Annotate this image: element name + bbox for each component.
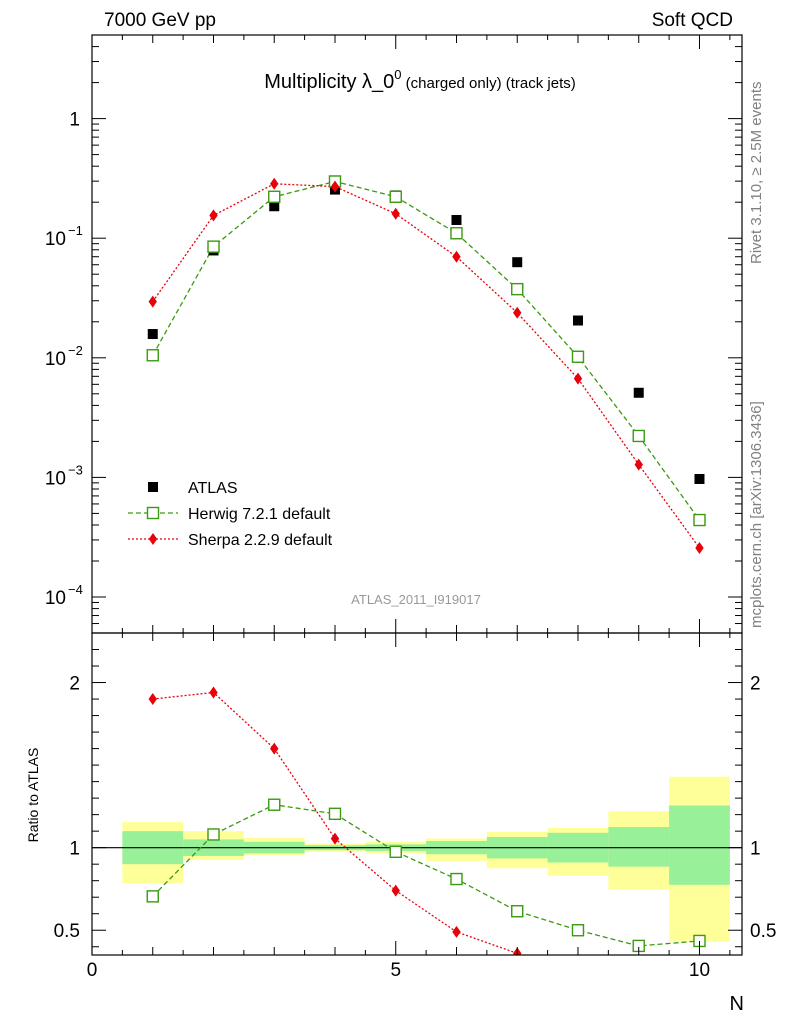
x-axis-label: N: [730, 993, 744, 1015]
ratio-y-tick-label-right: 2: [750, 674, 761, 695]
main-y-tick-label: 10 −3: [45, 462, 83, 489]
sherpa-ratio-point: [452, 925, 461, 938]
x-tick-label: 5: [390, 960, 401, 981]
main-y-tick-label: 1: [69, 110, 80, 131]
legend-label: ATLAS: [188, 480, 238, 497]
sherpa-point: [695, 541, 704, 554]
herwig-ratio-point: [389, 845, 402, 858]
herwig-line: [152, 180, 701, 521]
series-markers: [146, 175, 706, 955]
herwig-ratio-point: [450, 872, 463, 886]
ratio-y-tick-label-right: 0.5: [750, 921, 776, 942]
herwig-ratio-point: [268, 798, 281, 811]
main-y-tick-label: 10 −4: [45, 582, 83, 609]
chart-title: Multiplicity λ_00 (charged only) (track …: [264, 67, 576, 93]
rivet-label: Rivet 3.1.10, ≥ 2.5M events: [748, 82, 765, 265]
herwig-point: [268, 190, 281, 203]
inner-band-bin: [669, 805, 730, 885]
herwig-ratio-point: [571, 924, 585, 937]
atlas-point: [572, 315, 583, 326]
legend-label: Herwig 7.2.1 default: [188, 506, 331, 523]
herwig-point: [632, 429, 645, 443]
exponent: −2: [68, 343, 83, 358]
legend-herwig-marker: [146, 506, 160, 520]
legend-atlas-marker: [148, 482, 158, 492]
sherpa-point: [391, 207, 400, 220]
herwig-ratio-point: [328, 807, 342, 821]
atlas-point: [512, 257, 523, 268]
sherpa-ratio-line: [152, 691, 518, 954]
sherpa-point: [634, 458, 643, 471]
exponent: −3: [68, 462, 83, 477]
sherpa-ratio-point: [391, 884, 400, 897]
atlas-point: [633, 387, 644, 398]
sherpa-point: [513, 306, 522, 319]
inner-band-bin: [608, 827, 670, 867]
ratio-y-tick-label: 1: [69, 839, 80, 860]
sherpa-ratio-point: [209, 686, 218, 699]
herwig-point: [450, 227, 463, 240]
sherpa-point: [573, 372, 583, 385]
herwig-ratio-point: [146, 890, 159, 903]
main-y-tick-label: 10 −1: [45, 223, 83, 250]
herwig-ratio-point: [207, 828, 220, 841]
analysis-id: ATLAS_2011_I919017: [351, 592, 481, 607]
herwig-point: [389, 190, 402, 203]
legend-label: Sherpa 2.2.9 default: [188, 532, 333, 549]
ratio-y-axis-label: Ratio to ATLAS: [25, 748, 41, 843]
main-panel-lines: [152, 180, 701, 549]
x-tick-label: 10: [689, 960, 710, 981]
title-main: Multiplicity λ_0: [264, 71, 394, 93]
sherpa-point: [148, 295, 157, 308]
sherpa-point: [330, 180, 340, 193]
x-tick-label: 0: [87, 960, 98, 981]
title-superscript: 0: [394, 67, 401, 82]
category-label: Soft QCD: [652, 10, 733, 31]
herwig-ratio-line: [152, 804, 700, 947]
main-y-tick-label: 10 −2: [45, 343, 83, 370]
herwig-point: [511, 282, 524, 296]
herwig-point: [207, 240, 220, 253]
herwig-point: [146, 349, 159, 362]
ratio-uncertainty-bands: [92, 776, 742, 942]
legend-sherpa-marker: [148, 533, 158, 545]
sherpa-point: [270, 177, 279, 190]
atlas-point: [147, 329, 158, 340]
exponent: −4: [68, 582, 83, 597]
axis-ticks: [91, 34, 742, 955]
atlas-point: [451, 214, 462, 225]
sherpa-ratio-point: [270, 742, 279, 755]
sherpa-line: [152, 183, 701, 549]
mcplots-label: mcplots.cern.ch [arXiv:1306.3436]: [748, 401, 765, 628]
ratio-y-tick-label-right: 1: [750, 839, 761, 860]
exponent: −1: [68, 223, 83, 238]
herwig-ratio-point: [511, 905, 524, 918]
sherpa-point: [209, 209, 218, 222]
sherpa-point: [452, 250, 461, 263]
herwig-point: [571, 350, 585, 363]
sherpa-ratio-point: [330, 832, 340, 845]
energy-label: 7000 GeV pp: [104, 10, 216, 31]
ratio-markers: [146, 686, 706, 955]
ratio-y-tick-label: 0.5: [54, 921, 80, 942]
ratio-panel-frame: [91, 632, 743, 956]
sherpa-ratio-point: [148, 693, 157, 706]
plot-frames: [91, 34, 743, 956]
atlas-point: [694, 473, 705, 484]
herwig-point: [693, 513, 706, 527]
title-suffix: (charged only) (track jets): [402, 75, 576, 92]
ratio-y-tick-label: 2: [69, 674, 80, 695]
atlas-point: [269, 201, 280, 212]
legend: ATLAS Herwig 7.2.1 default Sherpa 2.2.9 de…: [128, 480, 333, 549]
